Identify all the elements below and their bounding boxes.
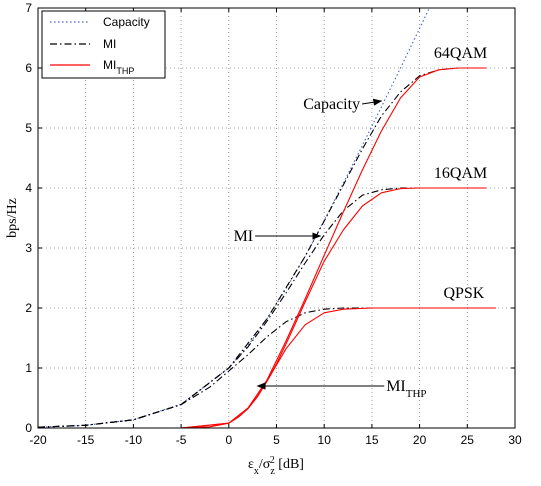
x-tick-label: 10 <box>318 433 332 447</box>
series-line-mi-thp-64qam <box>38 67 487 429</box>
y-tick-label: 4 <box>25 181 32 195</box>
y-tick-label: 5 <box>25 121 32 135</box>
annotation-capacity: Capacity <box>303 96 360 113</box>
y-tick-label: 3 <box>25 241 32 255</box>
y-tick-label: 1 <box>25 361 32 375</box>
series-layer <box>37 8 496 429</box>
y-tick-label: 0 <box>25 421 32 435</box>
x-tick-label: 5 <box>273 433 280 447</box>
ticks: -20 -15 -10 -5 0 5 10 15 20 25 30 0 1 2 3 4 5 6 7 <box>25 1 522 447</box>
x-tick-label: 20 <box>413 433 427 447</box>
annotation-mi: MI <box>234 228 254 245</box>
x-tick-label: -15 <box>77 433 95 447</box>
y-tick-label: 7 <box>25 1 32 15</box>
legend-label-capacity: Capacity <box>103 15 150 29</box>
legend-label-mi: MI <box>103 37 116 51</box>
x-tick-label: -10 <box>125 433 143 447</box>
legend: Capacity MI MITHP <box>41 10 166 79</box>
annotation-16qam: 16QAM <box>434 165 487 182</box>
x-tick-label: 0 <box>225 433 232 447</box>
series-line-mi-64qam <box>37 67 487 428</box>
x-tick-label: -20 <box>29 433 47 447</box>
x-tick-label: -5 <box>176 433 187 447</box>
x-axis-label: εx/σz2 [dB] <box>248 455 304 477</box>
annotation-64qam: 64QAM <box>434 45 487 62</box>
x-tick-label: 25 <box>461 433 475 447</box>
y-axis-label: bps/Hz <box>5 198 20 238</box>
legend-box <box>41 10 166 79</box>
x-tick-label: 15 <box>365 433 379 447</box>
y-tick-label: 2 <box>25 301 32 315</box>
annotation-arrow-capacity <box>362 98 383 106</box>
annotation-qpsk: QPSK <box>443 285 484 302</box>
y-tick-label: 6 <box>25 61 32 75</box>
x-tick-label: 30 <box>508 433 522 447</box>
